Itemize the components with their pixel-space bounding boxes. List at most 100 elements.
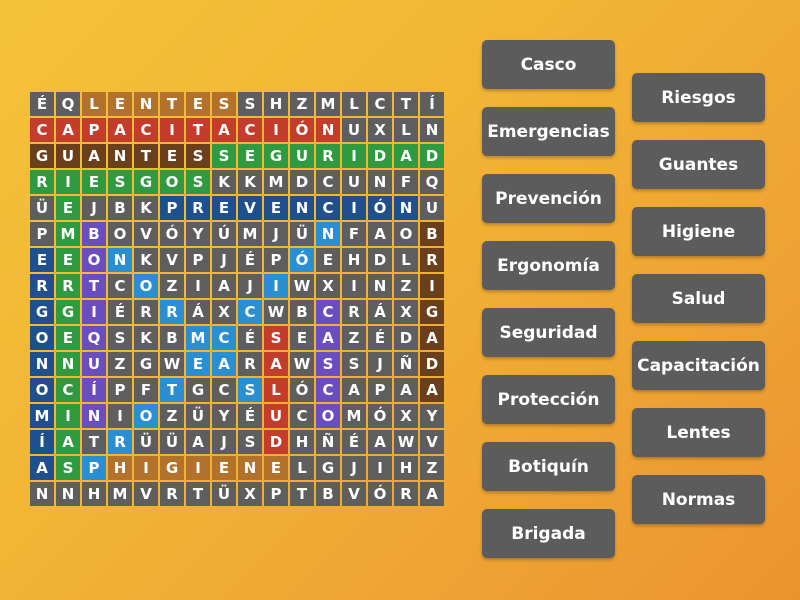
grid-cell[interactable]: X bbox=[238, 482, 262, 506]
grid-cell[interactable]: O bbox=[30, 326, 54, 350]
grid-cell[interactable]: B bbox=[108, 196, 132, 220]
grid-cell[interactable]: S bbox=[56, 456, 80, 480]
grid-cell[interactable]: T bbox=[290, 482, 314, 506]
grid-cell[interactable]: R bbox=[30, 170, 54, 194]
grid-cell[interactable]: B bbox=[316, 482, 340, 506]
grid-cell[interactable]: N bbox=[368, 274, 392, 298]
grid-cell[interactable]: D bbox=[394, 326, 418, 350]
grid-cell[interactable]: M bbox=[108, 482, 132, 506]
grid-cell[interactable]: H bbox=[290, 430, 314, 454]
grid-cell[interactable]: C bbox=[316, 196, 340, 220]
grid-cell[interactable]: N bbox=[420, 118, 444, 142]
word-button-lentes[interactable]: Lentes bbox=[632, 408, 765, 457]
grid-cell[interactable]: C bbox=[212, 378, 236, 402]
grid-cell[interactable]: Y bbox=[212, 404, 236, 428]
grid-cell[interactable]: V bbox=[238, 196, 262, 220]
grid-cell[interactable]: I bbox=[56, 404, 80, 428]
word-button-brigada[interactable]: Brigada bbox=[482, 509, 615, 558]
grid-cell[interactable]: Z bbox=[108, 352, 132, 376]
grid-cell[interactable]: G bbox=[30, 300, 54, 324]
grid-cell[interactable]: S bbox=[238, 378, 262, 402]
grid-cell[interactable]: L bbox=[342, 92, 366, 116]
grid-cell[interactable]: S bbox=[186, 170, 210, 194]
grid-cell[interactable]: A bbox=[264, 352, 288, 376]
grid-cell[interactable]: U bbox=[290, 144, 314, 168]
grid-cell[interactable]: R bbox=[160, 300, 184, 324]
grid-cell[interactable]: C bbox=[316, 170, 340, 194]
grid-cell[interactable]: Ü bbox=[212, 482, 236, 506]
grid-cell[interactable]: Ó bbox=[160, 222, 184, 246]
grid-cell[interactable]: K bbox=[134, 326, 158, 350]
grid-cell[interactable]: E bbox=[56, 196, 80, 220]
grid-cell[interactable]: K bbox=[134, 196, 158, 220]
grid-cell[interactable]: A bbox=[186, 430, 210, 454]
grid-cell[interactable]: E bbox=[264, 196, 288, 220]
grid-cell[interactable]: C bbox=[56, 378, 80, 402]
grid-cell[interactable]: I bbox=[56, 170, 80, 194]
grid-cell[interactable]: Ü bbox=[186, 404, 210, 428]
grid-cell[interactable]: F bbox=[134, 378, 158, 402]
grid-cell[interactable]: N bbox=[30, 482, 54, 506]
grid-cell[interactable]: J bbox=[342, 456, 366, 480]
grid-cell[interactable]: A bbox=[82, 144, 106, 168]
grid-cell[interactable]: R bbox=[238, 352, 262, 376]
grid-cell[interactable]: G bbox=[134, 352, 158, 376]
word-button-casco[interactable]: Casco bbox=[482, 40, 615, 89]
grid-cell[interactable]: J bbox=[82, 196, 106, 220]
grid-cell[interactable]: I bbox=[264, 118, 288, 142]
grid-cell[interactable]: S bbox=[212, 144, 236, 168]
grid-cell[interactable]: K bbox=[134, 248, 158, 272]
grid-cell[interactable]: I bbox=[342, 196, 366, 220]
grid-cell[interactable]: C bbox=[368, 92, 392, 116]
grid-cell[interactable]: O bbox=[108, 222, 132, 246]
grid-cell[interactable]: U bbox=[56, 144, 80, 168]
grid-cell[interactable]: E bbox=[316, 248, 340, 272]
grid-cell[interactable]: D bbox=[368, 248, 392, 272]
grid-cell[interactable]: B bbox=[420, 222, 444, 246]
grid-cell[interactable]: K bbox=[212, 170, 236, 194]
grid-cell[interactable]: I bbox=[342, 274, 366, 298]
grid-cell[interactable]: A bbox=[394, 378, 418, 402]
grid-cell[interactable]: R bbox=[186, 196, 210, 220]
grid-cell[interactable]: P bbox=[160, 196, 184, 220]
grid-cell[interactable]: W bbox=[394, 430, 418, 454]
grid-cell[interactable]: É bbox=[342, 430, 366, 454]
grid-cell[interactable]: A bbox=[368, 430, 392, 454]
grid-cell[interactable]: T bbox=[186, 118, 210, 142]
grid-cell[interactable]: M bbox=[264, 170, 288, 194]
grid-cell[interactable]: W bbox=[264, 300, 288, 324]
grid-cell[interactable]: O bbox=[316, 404, 340, 428]
grid-cell[interactable]: H bbox=[342, 248, 366, 272]
word-button-seguridad[interactable]: Seguridad bbox=[482, 308, 615, 357]
grid-cell[interactable]: W bbox=[290, 274, 314, 298]
word-button-ergonomia[interactable]: Ergonomía bbox=[482, 241, 615, 290]
grid-cell[interactable]: Q bbox=[82, 326, 106, 350]
grid-cell[interactable]: P bbox=[82, 456, 106, 480]
grid-cell[interactable]: R bbox=[108, 430, 132, 454]
grid-cell[interactable]: R bbox=[342, 300, 366, 324]
grid-cell[interactable]: Ü bbox=[134, 430, 158, 454]
word-button-guantes[interactable]: Guantes bbox=[632, 140, 765, 189]
grid-cell[interactable]: N bbox=[108, 248, 132, 272]
grid-cell[interactable]: I bbox=[368, 456, 392, 480]
grid-cell[interactable]: E bbox=[186, 92, 210, 116]
grid-cell[interactable]: Ü bbox=[290, 222, 314, 246]
grid-cell[interactable]: N bbox=[238, 456, 262, 480]
grid-cell[interactable]: Ñ bbox=[316, 430, 340, 454]
grid-cell[interactable]: G bbox=[264, 144, 288, 168]
grid-cell[interactable]: C bbox=[316, 300, 340, 324]
grid-cell[interactable]: N bbox=[368, 170, 392, 194]
grid-cell[interactable]: U bbox=[342, 170, 366, 194]
grid-cell[interactable]: A bbox=[316, 326, 340, 350]
grid-cell[interactable]: I bbox=[186, 274, 210, 298]
grid-cell[interactable]: Ó bbox=[290, 378, 314, 402]
grid-cell[interactable]: F bbox=[342, 222, 366, 246]
grid-cell[interactable]: B bbox=[82, 222, 106, 246]
grid-cell[interactable]: É bbox=[238, 248, 262, 272]
grid-cell[interactable]: P bbox=[82, 118, 106, 142]
grid-cell[interactable]: P bbox=[30, 222, 54, 246]
grid-cell[interactable]: P bbox=[186, 248, 210, 272]
grid-cell[interactable]: R bbox=[134, 300, 158, 324]
grid-cell[interactable]: M bbox=[238, 222, 262, 246]
